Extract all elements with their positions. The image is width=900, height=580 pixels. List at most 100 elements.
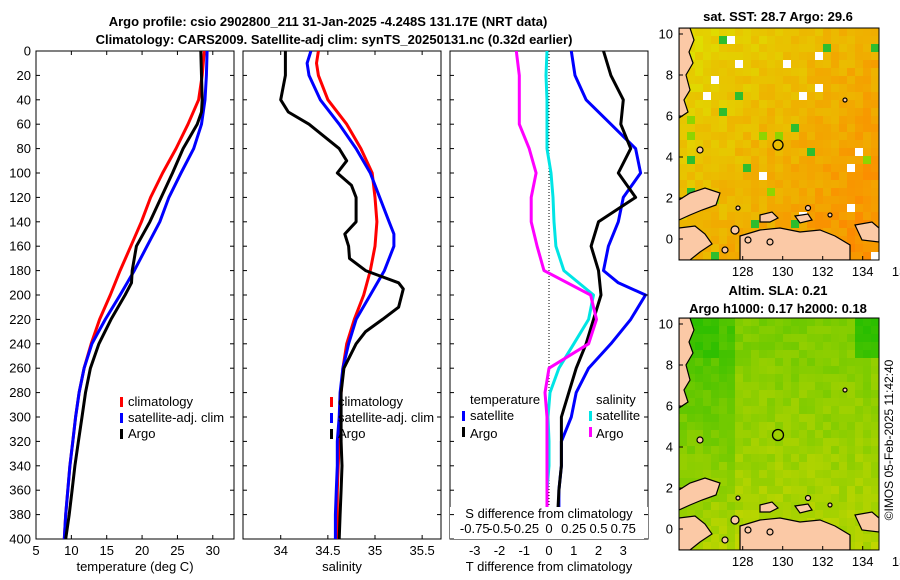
map-cell — [783, 156, 792, 165]
map-cell — [735, 60, 744, 69]
map-cell — [759, 430, 768, 439]
map-cell — [687, 76, 696, 85]
map-cell — [847, 502, 856, 511]
map-cell — [815, 462, 824, 471]
map-cell — [815, 486, 824, 495]
map-cell — [735, 334, 744, 343]
map-cell — [775, 334, 784, 343]
map-cell — [863, 60, 872, 69]
land-shape — [854, 511, 879, 533]
map-cell — [767, 382, 776, 391]
map-cell — [735, 446, 744, 455]
map-cell — [751, 342, 760, 351]
map-cell — [687, 156, 696, 165]
map-cell — [871, 422, 879, 431]
map-cell — [767, 454, 776, 463]
map-cell — [831, 502, 840, 511]
map-cell — [855, 100, 864, 109]
map-cell — [703, 252, 712, 260]
map-cell — [839, 422, 848, 431]
map-cell — [767, 494, 776, 503]
map-cell — [839, 180, 848, 189]
map-cell — [855, 438, 864, 447]
map-cell — [799, 164, 808, 173]
map-cell — [799, 318, 808, 327]
map-cell — [807, 204, 816, 213]
island-shape — [721, 246, 729, 254]
map-cell — [719, 326, 728, 335]
map-cell — [815, 334, 824, 343]
map-cell — [735, 36, 744, 45]
map-cell — [719, 430, 728, 439]
map-cell — [823, 478, 832, 487]
map-cell — [703, 228, 712, 237]
map-cell — [751, 36, 760, 45]
map-cell — [727, 36, 736, 45]
land-shape — [739, 227, 851, 260]
map-cell — [727, 44, 736, 53]
map-cell — [823, 28, 832, 37]
map-cell — [767, 406, 776, 415]
island-shape — [766, 238, 774, 246]
map-cell — [775, 116, 784, 125]
s-tick-label: 0 — [545, 521, 552, 536]
map-cell — [855, 318, 864, 327]
map-cell — [759, 366, 768, 375]
map-cell — [751, 108, 760, 117]
map-cell — [871, 116, 879, 125]
lon-tick-label: 130 — [772, 264, 794, 279]
map-cell — [727, 132, 736, 141]
map-cell — [767, 366, 776, 375]
lat-tick-label: 4 — [666, 150, 673, 165]
map-cell — [847, 326, 856, 335]
map-cell — [791, 148, 800, 157]
map-cell — [863, 318, 872, 327]
map-cell — [783, 318, 792, 327]
map-cell — [711, 326, 720, 335]
map-cell — [871, 212, 879, 221]
legend-t-satellite-swatch — [462, 411, 465, 421]
map-cell — [775, 108, 784, 117]
map-cell — [743, 494, 752, 503]
map-cell — [791, 44, 800, 53]
map-cell — [695, 510, 704, 519]
map-cell — [695, 92, 704, 101]
map-cell — [863, 382, 872, 391]
map-cell — [807, 116, 816, 125]
map-cell — [799, 374, 808, 383]
map-cell — [839, 438, 848, 447]
map-cell — [799, 28, 808, 37]
map-cell — [847, 366, 856, 375]
lat-tick-label: 10 — [659, 27, 673, 42]
map-cell — [735, 116, 744, 125]
map-cell — [831, 44, 840, 53]
map-cell — [735, 76, 744, 85]
map-cell — [815, 220, 824, 229]
map-cell — [807, 470, 816, 479]
map-cell — [719, 124, 728, 133]
map-cell — [855, 204, 864, 213]
map-cell — [695, 470, 704, 479]
map-cell — [847, 358, 856, 367]
map-cell — [823, 398, 832, 407]
map-cell — [815, 366, 824, 375]
s-tick-label: -0.25 — [509, 521, 539, 536]
map-cell — [815, 116, 824, 125]
map-cell — [759, 60, 768, 69]
map-cell — [783, 36, 792, 45]
map-cell — [727, 100, 736, 109]
map-cell — [767, 486, 776, 495]
map-cell — [807, 326, 816, 335]
map-cell — [791, 108, 800, 117]
map-cell — [751, 350, 760, 359]
map-cell — [727, 494, 736, 503]
map-cell — [687, 398, 696, 407]
map-cell — [711, 148, 720, 157]
map-cell — [775, 374, 784, 383]
map-cell — [831, 52, 840, 61]
map-cell — [775, 156, 784, 165]
map-cell — [823, 52, 832, 61]
land-shape — [854, 221, 879, 243]
map-cell — [735, 534, 744, 543]
map-cell — [823, 422, 832, 431]
